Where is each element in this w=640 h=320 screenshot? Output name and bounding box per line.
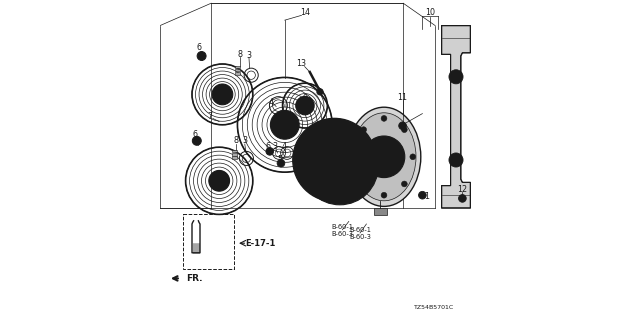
Text: 12: 12: [458, 185, 467, 194]
Bar: [183, 214, 234, 269]
Circle shape: [279, 161, 283, 165]
Text: 9: 9: [302, 94, 307, 103]
Circle shape: [324, 150, 356, 182]
Circle shape: [214, 175, 225, 187]
Text: TZ54B5701C: TZ54B5701C: [414, 305, 454, 310]
Circle shape: [197, 52, 206, 60]
Circle shape: [317, 132, 324, 139]
Circle shape: [410, 154, 416, 160]
Circle shape: [300, 100, 310, 111]
Circle shape: [364, 136, 405, 178]
Circle shape: [345, 181, 352, 188]
Circle shape: [356, 145, 362, 152]
Text: 1: 1: [424, 192, 429, 201]
Text: 3: 3: [273, 142, 278, 151]
Circle shape: [458, 195, 466, 202]
Circle shape: [200, 54, 204, 58]
Circle shape: [399, 122, 406, 130]
Circle shape: [195, 139, 199, 143]
Circle shape: [209, 171, 230, 191]
Circle shape: [277, 159, 285, 167]
Circle shape: [359, 156, 366, 164]
Text: E-17-1: E-17-1: [245, 239, 275, 248]
Text: 6: 6: [197, 43, 202, 52]
Text: FR.: FR.: [187, 274, 203, 283]
Text: 10: 10: [425, 8, 435, 17]
Circle shape: [362, 171, 368, 177]
Circle shape: [361, 127, 367, 132]
Polygon shape: [442, 26, 470, 208]
Text: 13: 13: [296, 60, 307, 68]
Text: B-60-3: B-60-3: [332, 231, 353, 236]
Circle shape: [317, 142, 352, 178]
Circle shape: [352, 154, 358, 160]
Text: 6: 6: [266, 142, 271, 151]
Circle shape: [266, 148, 274, 155]
Text: 6: 6: [193, 130, 198, 139]
Circle shape: [277, 117, 293, 133]
Text: 3: 3: [246, 51, 252, 60]
Bar: [232, 153, 237, 156]
Circle shape: [331, 138, 337, 144]
Text: 7: 7: [207, 112, 212, 121]
Circle shape: [317, 89, 323, 95]
Circle shape: [342, 189, 349, 195]
Circle shape: [381, 116, 387, 121]
Text: B-60-3: B-60-3: [349, 234, 371, 240]
Bar: [232, 150, 237, 152]
Circle shape: [374, 147, 394, 166]
Circle shape: [326, 152, 342, 168]
Circle shape: [296, 96, 314, 115]
Bar: [235, 66, 240, 68]
Circle shape: [312, 156, 318, 162]
Text: B-60-1: B-60-1: [332, 224, 353, 230]
Text: B-60-1: B-60-1: [349, 228, 371, 233]
Text: 4: 4: [268, 98, 273, 107]
Text: 8: 8: [237, 50, 242, 59]
Circle shape: [449, 153, 463, 167]
Circle shape: [303, 156, 310, 164]
Circle shape: [212, 84, 233, 105]
Circle shape: [193, 136, 201, 145]
Bar: [235, 72, 240, 75]
Ellipse shape: [352, 113, 416, 201]
Circle shape: [301, 128, 378, 205]
Text: 4: 4: [282, 142, 287, 151]
Text: 8: 8: [234, 136, 239, 145]
Ellipse shape: [347, 107, 421, 206]
Circle shape: [268, 149, 272, 153]
Bar: [235, 69, 240, 71]
Text: 15: 15: [344, 187, 355, 196]
Circle shape: [271, 110, 300, 139]
Circle shape: [292, 118, 376, 202]
Circle shape: [419, 191, 426, 199]
Text: 3: 3: [243, 136, 247, 145]
Text: 11: 11: [397, 93, 408, 102]
Circle shape: [449, 70, 463, 84]
Circle shape: [401, 127, 407, 132]
Circle shape: [317, 181, 324, 188]
Circle shape: [317, 181, 324, 188]
Circle shape: [345, 132, 352, 139]
Bar: [232, 156, 237, 159]
Text: 5: 5: [278, 155, 283, 164]
Text: 14: 14: [300, 8, 310, 17]
Circle shape: [381, 192, 387, 198]
Circle shape: [361, 181, 367, 187]
Circle shape: [401, 181, 407, 187]
Circle shape: [216, 89, 228, 100]
Circle shape: [349, 192, 355, 197]
Bar: [374, 208, 387, 215]
